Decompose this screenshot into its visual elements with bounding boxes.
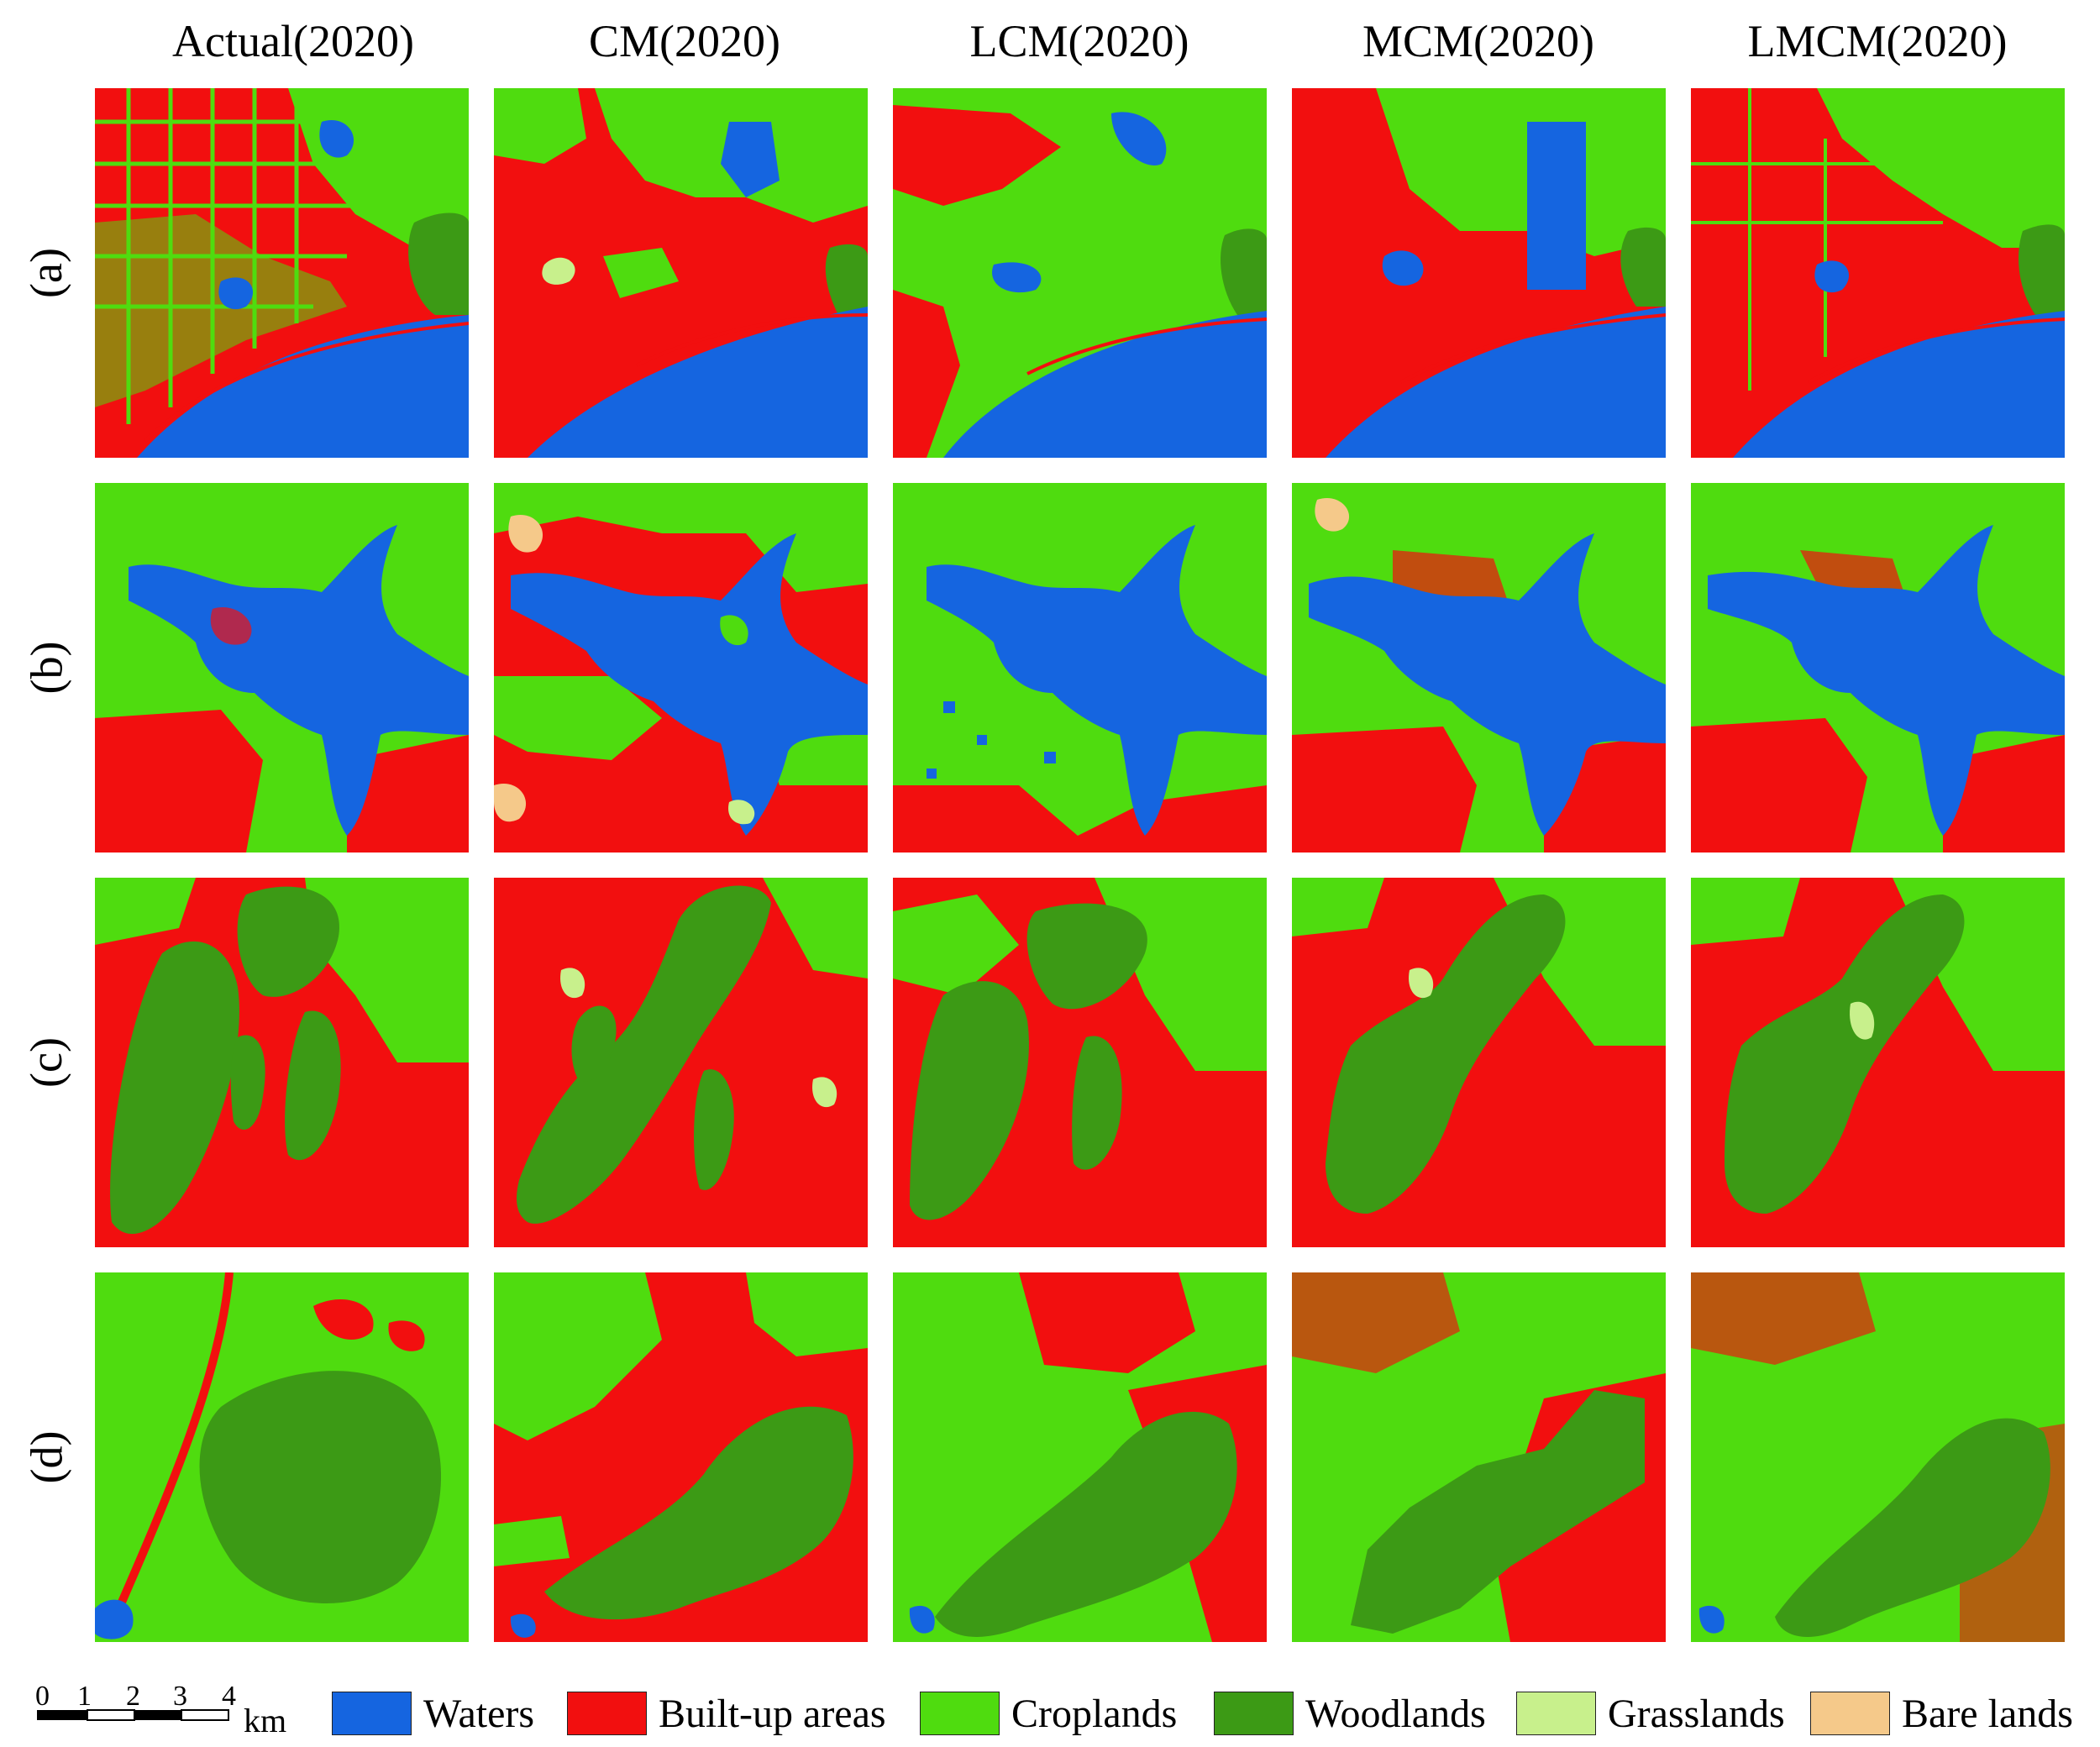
map-b-lmcm — [1691, 483, 2065, 853]
row-label-c: (c) — [21, 1037, 71, 1088]
scale-tick-0: 0 — [35, 1681, 50, 1712]
legend-swatch-built-up — [567, 1692, 647, 1735]
column-header-actual: Actual(2020) — [172, 16, 414, 66]
row-label-a: (a) — [21, 248, 71, 298]
legend-item-built-up: Built-up areas — [567, 1688, 886, 1739]
map-c-actual — [95, 878, 469, 1247]
legend: Waters Built-up areas Croplands Woodland… — [332, 1688, 2096, 1739]
map-d-actual — [95, 1272, 469, 1642]
scale-bar: 0 1 2 3 4 km — [34, 1680, 311, 1739]
column-header-cm: CM(2020) — [589, 16, 780, 66]
map-a-cm — [494, 88, 868, 458]
scale-unit: km — [244, 1702, 286, 1739]
map-c-lcm — [893, 878, 1267, 1247]
map-a-actual — [95, 88, 469, 458]
column-header-lcm: LCM(2020) — [969, 16, 1189, 66]
map-c-lmcm — [1691, 878, 2065, 1247]
legend-swatch-grasslands — [1516, 1692, 1596, 1735]
map-b-cm — [494, 483, 868, 853]
legend-label-croplands: Croplands — [1011, 1691, 1178, 1736]
scale-tick-3: 3 — [173, 1681, 187, 1712]
map-a-lcm — [893, 88, 1267, 458]
legend-swatch-woodlands — [1214, 1692, 1294, 1735]
scale-tick-2: 2 — [126, 1681, 140, 1712]
legend-item-croplands: Croplands — [920, 1688, 1177, 1739]
map-c-cm — [494, 878, 868, 1247]
legend-label-grasslands: Grasslands — [1608, 1691, 1785, 1736]
legend-label-built-up: Built-up areas — [659, 1691, 886, 1736]
map-d-lmcm — [1691, 1272, 2065, 1642]
legend-label-woodlands: Woodlands — [1305, 1691, 1486, 1736]
map-b-lcm — [893, 483, 1267, 853]
legend-item-bare-lands: Bare lands — [1810, 1688, 2073, 1739]
scale-tick-1: 1 — [77, 1681, 92, 1712]
map-b-mcm — [1292, 483, 1666, 853]
map-d-mcm — [1292, 1272, 1666, 1642]
column-header-lmcm: LMCM(2020) — [1747, 16, 2008, 66]
map-a-lmcm — [1691, 88, 2065, 458]
map-d-lcm — [893, 1272, 1267, 1642]
map-d-cm — [494, 1272, 868, 1642]
legend-item-woodlands: Woodlands — [1214, 1688, 1486, 1739]
legend-label-bare-lands: Bare lands — [1902, 1691, 2073, 1736]
column-header-mcm: MCM(2020) — [1362, 16, 1594, 66]
legend-label-waters: Waters — [423, 1691, 535, 1736]
legend-swatch-croplands — [920, 1692, 1000, 1735]
row-label-b: (b) — [21, 641, 71, 695]
map-a-mcm — [1292, 88, 1666, 458]
legend-item-grasslands: Grasslands — [1516, 1688, 1785, 1739]
legend-swatch-waters — [332, 1692, 412, 1735]
legend-item-waters: Waters — [332, 1688, 534, 1739]
row-label-d: (d) — [21, 1430, 71, 1484]
legend-swatch-bare-lands — [1810, 1692, 1890, 1735]
scale-tick-4: 4 — [222, 1681, 236, 1712]
map-c-mcm — [1292, 878, 1666, 1247]
map-b-actual — [95, 483, 469, 853]
